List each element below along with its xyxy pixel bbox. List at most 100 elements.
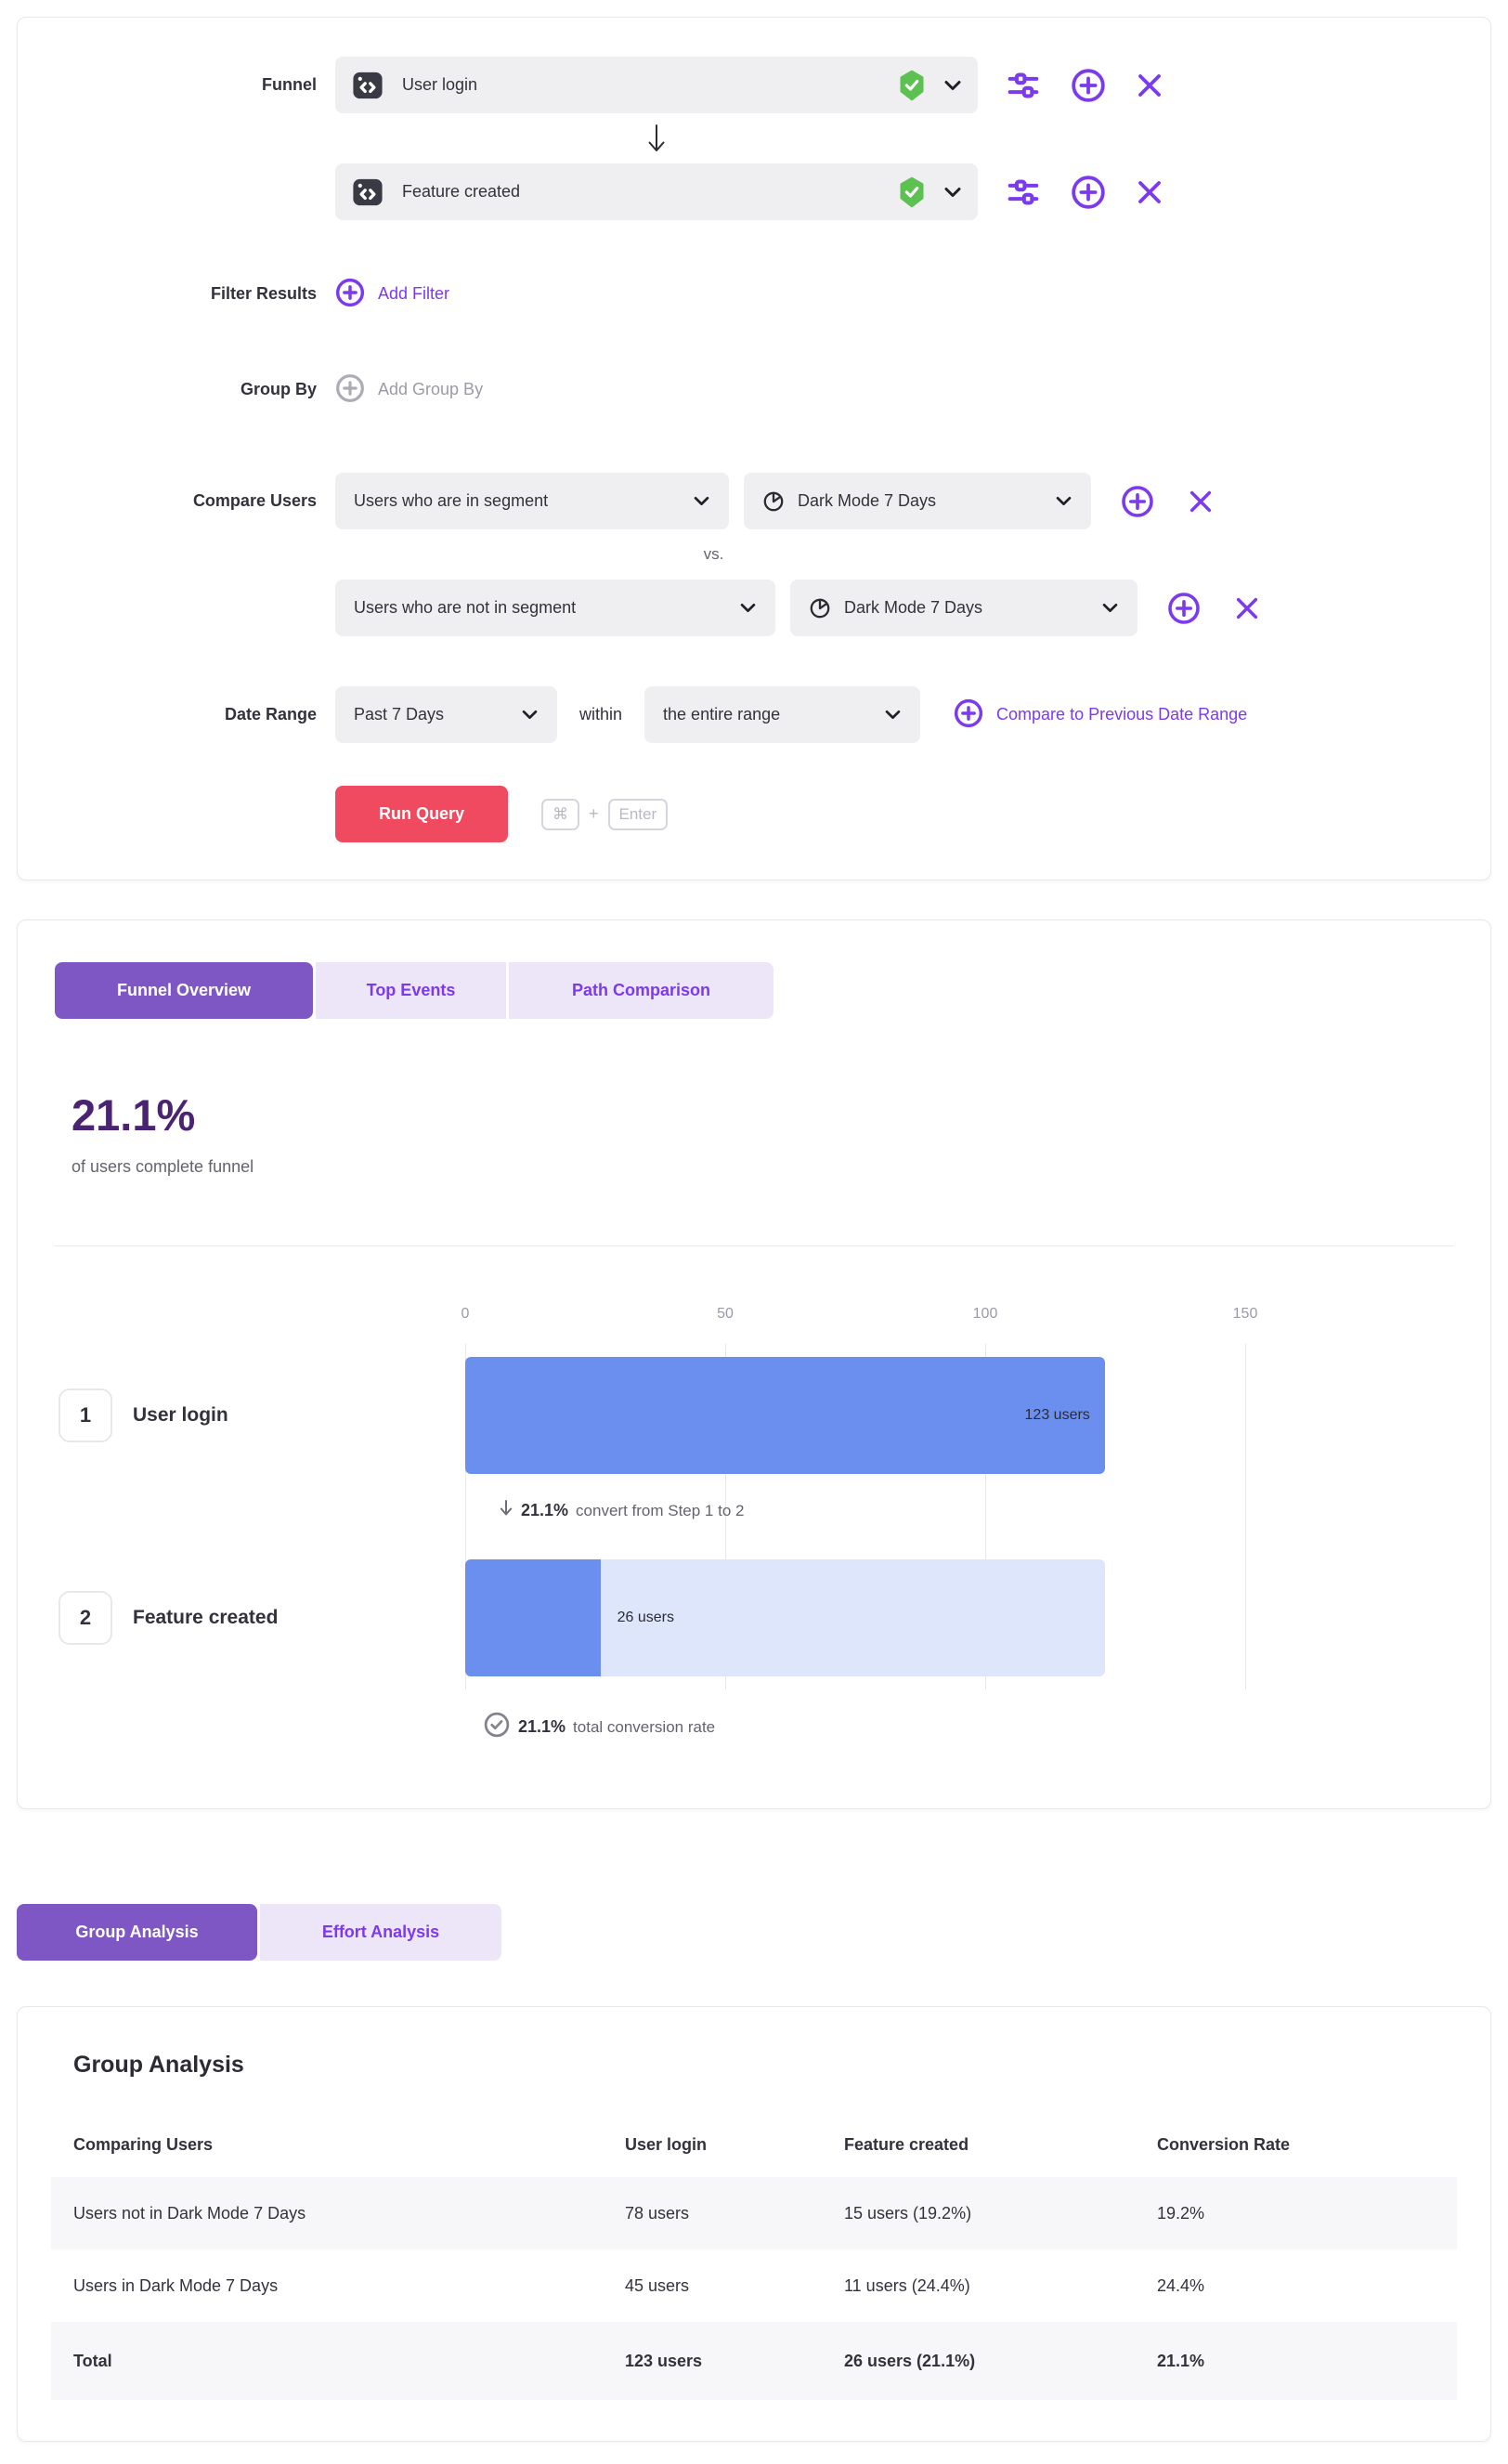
table-row: Users not in Dark Mode 7 Days 78 users 1… <box>51 2177 1457 2249</box>
step-2-number-box: 2 <box>58 1591 112 1645</box>
tab-top-events[interactable]: Top Events <box>316 962 506 1019</box>
down-arrow-icon <box>499 1499 514 1522</box>
table-row: Users in Dark Mode 7 Days 45 users 11 us… <box>51 2249 1457 2322</box>
x-axis-tick: 100 <box>972 1306 998 1322</box>
run-query-section: Run Query ⌘ + Enter <box>18 786 1453 842</box>
date-scope-select[interactable]: the entire range <box>644 686 921 743</box>
compare-users-label: Compare Users <box>192 491 317 510</box>
table-header-row: Comparing Users User login Feature creat… <box>51 2112 1457 2177</box>
verified-shield-icon <box>898 70 926 101</box>
cell-feature-created: 11 users (24.4%) <box>844 2275 970 2295</box>
funnel-label: Funnel <box>262 75 317 94</box>
funnel-step-1-select[interactable]: User login <box>335 57 978 113</box>
add-filter-label: Add Filter <box>378 284 450 303</box>
chevron-down-icon <box>885 710 902 721</box>
group-analysis-table: Comparing Users User login Feature creat… <box>51 2112 1457 2400</box>
col-header-comparing-users: Comparing Users <box>73 2134 214 2154</box>
col-header-user-login: User login <box>625 2134 708 2154</box>
results-divider <box>55 1245 1453 1246</box>
step-conversion-annotation: 21.1% convert from Step 1 to 2 <box>499 1499 744 1522</box>
cell-user-login: 78 users <box>625 2203 690 2223</box>
date-range-value: Past 7 Days <box>354 705 445 724</box>
step-flow-arrow-icon <box>335 113 978 163</box>
conversion-headline-caption: of users complete funnel <box>72 1157 254 1176</box>
cohort-select-1-value: Users who are in segment <box>354 491 549 510</box>
compare-previous-date-range-button[interactable]: Compare to Previous Date Range <box>954 698 1247 731</box>
remove-step-close-icon[interactable] <box>1136 72 1164 99</box>
tab-group-analysis[interactable]: Group Analysis <box>17 1904 257 1961</box>
segment-select-1-value: Dark Mode 7 Days <box>798 491 937 510</box>
remove-step-close-icon[interactable] <box>1136 178 1164 206</box>
cohort-select-2[interactable]: Users who are not in segment <box>335 580 775 636</box>
group-by-section: Group By Add Group By <box>18 373 1453 406</box>
step-2-bar-track[interactable]: 26 users <box>465 1559 1105 1676</box>
group-analysis-card: Group Analysis Comparing Users User logi… <box>17 2006 1491 2442</box>
funnel-step-2-name: Feature created <box>402 182 521 201</box>
results-tab-group: Funnel Overview Top Events Path Comparis… <box>55 962 1453 1019</box>
cell-conversion-rate: 19.2% <box>1157 2203 1205 2223</box>
segment-pie-icon <box>762 490 785 513</box>
chevron-down-icon <box>694 496 710 507</box>
remove-compare-close-icon[interactable] <box>1234 595 1260 621</box>
add-step-plus-icon[interactable] <box>1071 175 1106 210</box>
within-label: within <box>579 705 623 724</box>
compare-date-plus-icon <box>954 698 983 731</box>
cell-feature-created: 26 users (21.1%) <box>844 2351 976 2370</box>
cell-feature-created: 15 users (19.2%) <box>844 2203 972 2223</box>
chevron-down-icon <box>944 187 961 198</box>
add-group-by-button[interactable]: Add Group By <box>335 373 483 406</box>
compare-date-link-label: Compare to Previous Date Range <box>996 705 1248 724</box>
run-query-button[interactable]: Run Query <box>335 786 508 842</box>
tab-funnel-overview[interactable]: Funnel Overview <box>55 962 313 1019</box>
step-2-bar-label: 26 users <box>617 1610 674 1625</box>
conversion-headline: 21.1% <box>72 1090 196 1140</box>
cohort-select-1[interactable]: Users who are in segment <box>335 473 729 529</box>
funnel-step-row-1: User login <box>335 57 1164 113</box>
verified-shield-icon <box>898 176 926 208</box>
step-conversion-value: 21.1% <box>521 1501 569 1519</box>
total-conversion-caption: total conversion rate <box>573 1717 716 1736</box>
cell-user-login: 45 users <box>625 2275 690 2295</box>
tab-path-comparison[interactable]: Path Comparison <box>509 962 774 1019</box>
run-query-shortcut: ⌘ + Enter <box>541 798 669 830</box>
filter-results-section: Filter Results Add Filter <box>18 278 1453 310</box>
command-key-badge: ⌘ <box>541 798 579 830</box>
add-group-by-plus-icon <box>335 373 365 406</box>
funnel-step-2-select[interactable]: Feature created <box>335 163 978 220</box>
date-range-select[interactable]: Past 7 Days <box>335 686 557 743</box>
add-filter-button[interactable]: Add Filter <box>335 278 449 310</box>
compare-row-2: Users who are not in segment Dark Mode 7… <box>335 580 1260 636</box>
step-1-bar[interactable]: 123 users <box>465 1357 1105 1474</box>
table-total-row: Total 123 users 26 users (21.1%) 21.1% <box>51 2322 1457 2400</box>
chevron-down-icon <box>1102 603 1119 614</box>
add-group-by-label: Add Group By <box>378 380 484 398</box>
segment-select-1[interactable]: Dark Mode 7 Days <box>744 473 1091 529</box>
cohort-select-2-value: Users who are not in segment <box>354 598 577 617</box>
step-filter-sliders-icon[interactable] <box>1006 175 1041 210</box>
remove-compare-close-icon[interactable] <box>1188 489 1214 515</box>
gridline <box>985 1344 986 1689</box>
segment-select-2[interactable]: Dark Mode 7 Days <box>790 580 1138 636</box>
step-2-name: Feature created <box>133 1607 279 1628</box>
cell-user-login: 123 users <box>625 2351 703 2370</box>
date-range-label: Date Range <box>224 705 317 724</box>
step-conversion-caption: convert from Step 1 to 2 <box>576 1501 745 1519</box>
step-filter-sliders-icon[interactable] <box>1006 68 1041 103</box>
funnel-step-2-actions <box>1006 175 1164 210</box>
x-axis-tick: 50 <box>717 1306 734 1322</box>
tab-effort-analysis[interactable]: Effort Analysis <box>260 1904 501 1961</box>
group-analysis-title: Group Analysis <box>73 2052 244 2078</box>
add-compare-plus-icon[interactable] <box>1121 485 1154 518</box>
date-range-section: Date Range Past 7 Days within the entire… <box>18 686 1453 743</box>
cell-cohort: Users in Dark Mode 7 Days <box>73 2275 279 2295</box>
total-conversion-annotation: 21.1% total conversion rate <box>483 1711 715 1743</box>
chevron-down-icon <box>522 710 539 721</box>
chevron-down-icon <box>1056 496 1072 507</box>
add-compare-plus-icon[interactable] <box>1167 592 1201 625</box>
chevron-down-icon <box>944 80 961 91</box>
funnel-steps: User login <box>335 57 1164 220</box>
gridline <box>725 1344 726 1689</box>
add-step-plus-icon[interactable] <box>1071 68 1106 103</box>
segment-pie-icon <box>809 597 831 619</box>
event-code-icon <box>352 70 384 101</box>
